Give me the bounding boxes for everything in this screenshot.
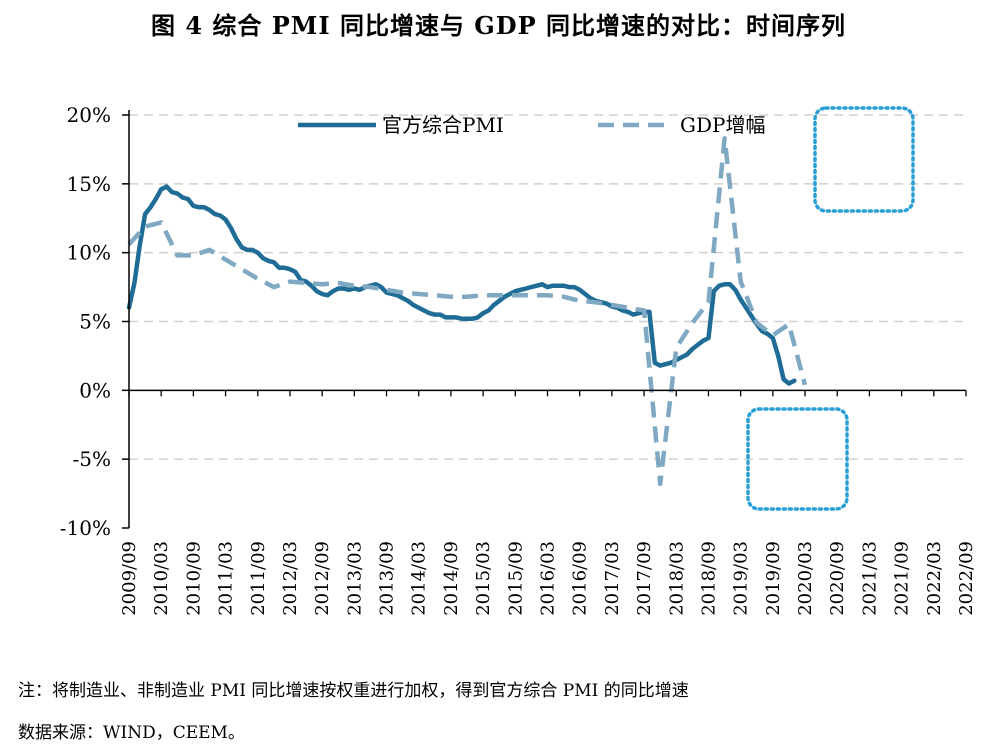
x-tick-label: 2020/09 xyxy=(827,541,848,616)
x-tick-label: 2017/09 xyxy=(634,541,655,616)
data-source: 数据来源：WIND，CEEM。 xyxy=(18,723,245,743)
x-tick-labels: 2009/09 2010/03 2010/09 2011/03 2011/09 2012/… xyxy=(119,541,977,616)
x-tick-label: 2018/03 xyxy=(666,541,687,616)
x-tick-label: 2019/09 xyxy=(763,541,784,616)
legend-label: 官方综合PMI xyxy=(382,113,504,137)
gridlines xyxy=(129,114,966,460)
y-tick-label: 15% xyxy=(67,172,111,196)
x-tick-label: 2022/09 xyxy=(956,541,977,616)
highlight-box xyxy=(813,106,915,213)
x-tick-label: 2009/09 xyxy=(119,541,140,616)
y-tick-label: 10% xyxy=(67,241,111,265)
legend-label: GDP增幅 xyxy=(680,113,765,137)
legend: 官方综合PMI GDP增幅 xyxy=(298,113,765,137)
footnote: 注：将制造业、非制造业 PMI 同比增速按权重进行加权，得到官方综合 PMI 的… xyxy=(18,681,689,701)
y-tick-label: 0% xyxy=(79,378,111,402)
pmi-line xyxy=(126,184,797,386)
x-tick-label: 2017/03 xyxy=(602,541,623,616)
x-tick-label: 2012/03 xyxy=(280,541,301,616)
y-tick-label: -10% xyxy=(60,516,111,540)
x-tick-label: 2019/03 xyxy=(731,541,752,616)
x-tick-label: 2011/03 xyxy=(216,541,237,616)
y-tick-labels: 20% 15% 10% 5% 0% -5% -10% xyxy=(60,103,111,540)
x-tick-label: 2021/03 xyxy=(859,541,880,616)
x-tick-label: 2016/09 xyxy=(570,541,591,616)
highlight-box xyxy=(746,407,849,511)
x-tick-label: 2011/09 xyxy=(248,541,269,616)
x-tick-label: 2015/03 xyxy=(473,541,494,616)
gdp-growth-line xyxy=(127,136,808,487)
x-tick-label: 2016/03 xyxy=(538,541,559,616)
x-tick-label: 2013/03 xyxy=(344,541,365,616)
axes xyxy=(122,110,967,529)
y-tick-label: 5% xyxy=(79,310,111,334)
y-tick-label: -5% xyxy=(73,447,112,471)
x-tick-label: 2013/09 xyxy=(377,541,398,616)
chart-title: 图 4 综合 PMI 同比增速与 GDP 同比增速的对比：时间序列 xyxy=(150,11,847,40)
series-lines xyxy=(126,136,808,487)
x-tick-label: 2010/09 xyxy=(183,541,204,616)
x-tick-label: 2021/09 xyxy=(892,541,913,616)
x-tick-label: 2010/03 xyxy=(151,541,172,616)
x-tick-label: 2018/09 xyxy=(698,541,719,616)
x-tick-label: 2014/03 xyxy=(409,541,430,616)
x-tick-label: 2014/09 xyxy=(441,541,462,616)
y-tick-label: 20% xyxy=(67,103,111,127)
x-tick-label: 2015/09 xyxy=(505,541,526,616)
x-tick-label: 2012/09 xyxy=(312,541,333,616)
x-tick-label: 2022/03 xyxy=(924,541,945,616)
highlight-boxes xyxy=(746,106,915,511)
x-tick-label: 2020/03 xyxy=(795,541,816,616)
